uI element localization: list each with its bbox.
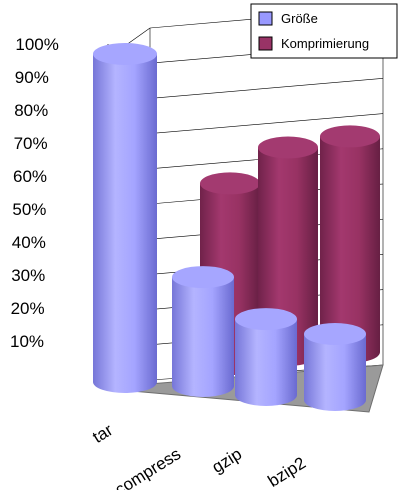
y-tick-label: 80% (14, 101, 48, 120)
bar-series-1 (235, 308, 297, 406)
legend-swatch-series-2 (258, 36, 273, 51)
bar-series-1 (304, 323, 366, 411)
blue-bars (93, 43, 366, 411)
gridline-back (149, 78, 384, 99)
bar-series-1 (93, 43, 157, 393)
y-tick-label: 90% (15, 68, 49, 87)
gridline-back (149, 113, 384, 134)
x-category-label: compress (112, 444, 185, 490)
y-tick-label: 40% (12, 233, 46, 252)
y-tick-label: 60% (13, 167, 47, 186)
legend-label-series-2: Komprimierung (281, 36, 369, 51)
y-tick-label: 70% (14, 134, 48, 153)
y-tick-label: 100% (15, 35, 58, 54)
bar-series-1 (172, 266, 234, 397)
y-tick-label: 50% (12, 200, 46, 219)
x-category-label: gzip (209, 444, 246, 477)
x-category-label: bzip2 (265, 453, 310, 490)
x-category-label: tar (89, 420, 116, 447)
bar-series-2 (320, 125, 380, 363)
y-tick-label: 10% (10, 332, 44, 351)
legend-label-series-1: Größe (281, 11, 318, 26)
legend-box (250, 3, 398, 59)
legend: Größe Komprimierung (250, 3, 398, 59)
legend-swatch-series-1 (258, 11, 273, 26)
y-tick-label: 20% (11, 299, 45, 318)
y-tick-label: 30% (11, 266, 45, 285)
